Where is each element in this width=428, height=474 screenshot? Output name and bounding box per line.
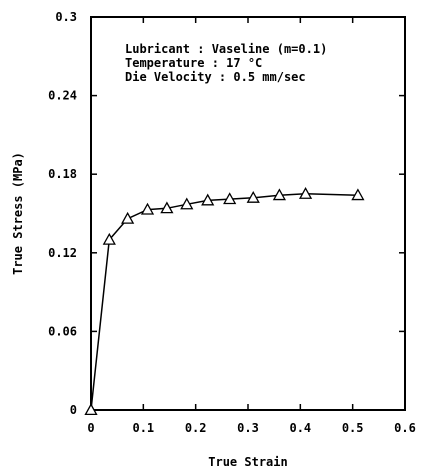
data-point [160, 201, 174, 214]
y-tick-label: 0.3 [55, 10, 77, 24]
annotation-temperature: Temperature : 17 °C [125, 56, 262, 70]
data-point [351, 188, 365, 201]
y-tick-label: 0.18 [48, 167, 77, 181]
y-axis-title: True Stress (MPa) [11, 152, 25, 275]
x-tick-label: 0.6 [394, 421, 416, 435]
x-tick-label: 0.3 [237, 421, 259, 435]
data-point [298, 187, 313, 199]
data-point [140, 202, 155, 215]
x-tick-label: 0.4 [289, 421, 311, 435]
data-point [223, 192, 237, 205]
x-tick-label: 0.1 [132, 421, 154, 435]
data-point [201, 193, 215, 206]
x-tick-label: 0 [87, 421, 94, 435]
data-point [272, 188, 287, 201]
y-tick-label: 0 [70, 403, 77, 417]
x-tick-label: 0.2 [185, 421, 207, 435]
annotation-die-velocity: Die Velocity : 0.5 mm/sec [125, 70, 306, 84]
series-line [90, 193, 358, 411]
data-point [84, 403, 98, 416]
y-tick-label: 0.06 [48, 324, 77, 338]
x-axis-title: True Strain [208, 455, 287, 469]
y-tick-label: 0.12 [48, 246, 77, 260]
data-point [102, 232, 116, 245]
annotation-lubricant: Lubricant : Vaseline (m=0.1) [125, 42, 327, 56]
data-point [180, 197, 194, 210]
y-tick-label: 0.24 [48, 89, 77, 103]
data-point [246, 190, 260, 203]
data-point [121, 211, 135, 224]
x-tick-label: 0.5 [342, 421, 364, 435]
annotation-box: Lubricant : Vaseline (m=0.1) Temperature… [125, 42, 327, 84]
